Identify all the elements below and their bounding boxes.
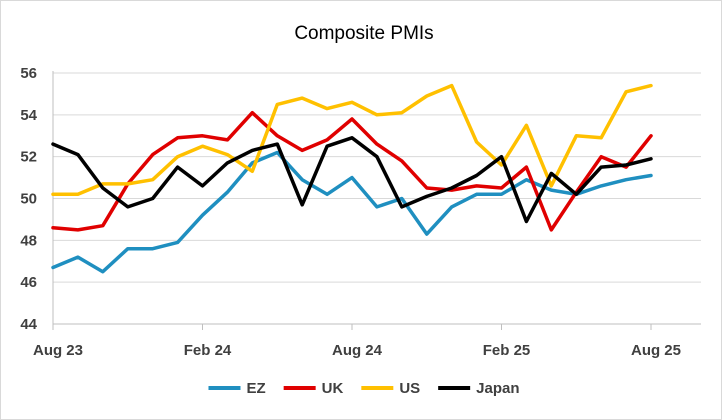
series-line-ez: [51, 150, 653, 274]
legend-label-japan: Japan: [476, 380, 519, 397]
legend-label-us: US: [399, 380, 420, 397]
legend-label-uk: UK: [322, 380, 344, 397]
y-tick-label: 54: [20, 107, 37, 124]
series-line-uk: [51, 110, 653, 232]
y-tick-label: 46: [20, 274, 37, 291]
y-tick-label: 50: [20, 191, 37, 208]
series-line-us: [51, 83, 653, 197]
y-tick-label: 52: [20, 149, 37, 166]
y-tick-label: 44: [20, 316, 37, 333]
x-tick-label: Aug 25: [631, 342, 681, 359]
x-tick-label: Feb 25: [483, 342, 531, 359]
x-tick-label: Aug 23: [33, 342, 83, 359]
gridlines: [53, 72, 701, 283]
x-tick-label: Aug 24: [332, 342, 383, 359]
legend: EZ UK US Japan: [208, 380, 520, 397]
x-tick-label: Feb 24: [184, 342, 232, 359]
axes: 44 46 48 50 52 54 56 Aug 23 Feb 24 Aug 24 Feb 25 Au…: [20, 65, 701, 359]
series-lines: [51, 83, 653, 274]
series-line-japan: [51, 136, 653, 224]
legend-label-ez: EZ: [246, 380, 265, 397]
y-tick-label: 56: [20, 65, 37, 82]
chart-title: Composite PMIs: [294, 23, 433, 44]
y-tick-label: 48: [20, 232, 37, 249]
